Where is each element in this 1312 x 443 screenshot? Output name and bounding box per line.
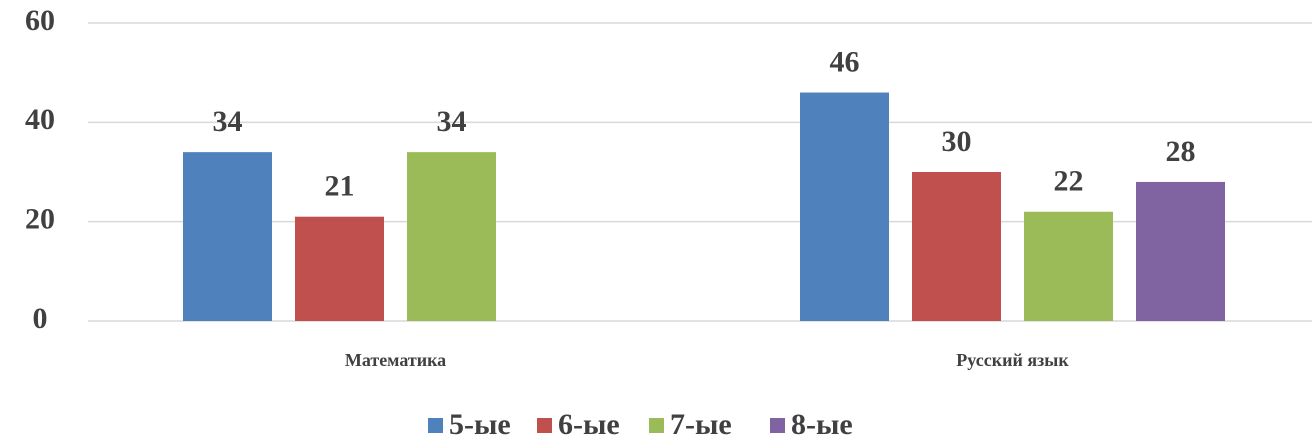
y-tick-label: 20 (25, 203, 55, 236)
bar (1024, 211, 1113, 321)
legend-swatch (537, 418, 552, 433)
data-label: 21 (325, 170, 355, 203)
legend-swatch (770, 418, 785, 433)
bar (912, 172, 1001, 321)
x-tick-label: Русский язык (956, 350, 1069, 370)
bar (1136, 181, 1225, 321)
bar (407, 152, 496, 321)
bar (295, 216, 384, 321)
legend-label: 5-ые (449, 408, 511, 441)
legend-label: 8-ые (791, 408, 853, 441)
y-tick-label: 60 (25, 4, 55, 37)
data-label: 46 (830, 45, 860, 78)
bar (183, 152, 272, 321)
bar (800, 92, 889, 322)
data-label: 22 (1054, 165, 1084, 198)
y-tick-label: 0 (33, 302, 48, 335)
data-label: 30 (942, 125, 972, 158)
legend-swatch (649, 418, 664, 433)
x-tick-label: Математика (345, 350, 446, 370)
legend-label: 7-ые (670, 408, 732, 441)
y-tick-label: 40 (25, 103, 55, 136)
data-label: 28 (1166, 135, 1196, 168)
legend-swatch (428, 418, 443, 433)
data-label: 34 (437, 105, 467, 138)
legend-label: 6-ые (558, 408, 620, 441)
data-label: 34 (213, 105, 243, 138)
